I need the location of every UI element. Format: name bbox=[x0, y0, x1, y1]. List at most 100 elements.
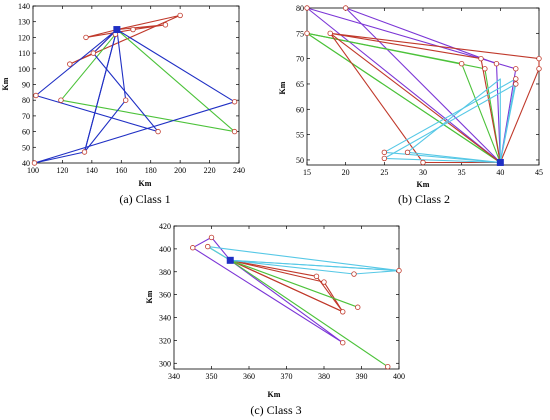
customer-node bbox=[482, 66, 488, 72]
customer-node bbox=[478, 55, 484, 62]
customer-node bbox=[513, 66, 519, 72]
customer-node bbox=[420, 159, 426, 166]
y-tick-label: 340 bbox=[159, 314, 171, 323]
customer-node bbox=[231, 128, 238, 135]
x-tick-label: 15 bbox=[303, 168, 311, 177]
customer-node bbox=[162, 22, 169, 28]
x-tick-label: 350 bbox=[206, 372, 218, 381]
y-tick-label: 100 bbox=[18, 65, 30, 74]
y-tick-label: 80 bbox=[296, 4, 304, 13]
customer-node bbox=[81, 149, 88, 155]
customer-node bbox=[205, 243, 211, 250]
customer-node bbox=[342, 5, 349, 11]
x-tick-label: 180 bbox=[145, 166, 157, 175]
customer-node bbox=[122, 97, 129, 103]
y-tick-label: 80 bbox=[22, 96, 30, 105]
route-line-red bbox=[329, 32, 501, 164]
x-axis-label-class-2: Km bbox=[417, 180, 430, 189]
customer-node bbox=[381, 149, 388, 156]
customer-node bbox=[340, 309, 346, 315]
x-tick-label: 140 bbox=[86, 166, 98, 175]
customer-node bbox=[404, 149, 411, 156]
depot-marker bbox=[496, 158, 504, 166]
y-axis-label-class-2: Km bbox=[278, 81, 287, 94]
x-tick-label: 390 bbox=[356, 372, 368, 381]
x-tick-label: 370 bbox=[281, 372, 293, 381]
route-line-blue bbox=[83, 29, 127, 153]
panel-class-3: 340 350 360 370 380 390 400 300 320 340 360 380 400 4… bbox=[145, 222, 405, 417]
y-tick-label: 55 bbox=[296, 131, 304, 140]
y-tick-label: 75 bbox=[296, 29, 304, 38]
x-tick-label: 200 bbox=[174, 166, 186, 175]
caption-class-2: (b) Class 2 bbox=[398, 192, 450, 206]
customer-node bbox=[304, 5, 310, 11]
customer-node bbox=[458, 61, 465, 67]
customer-node bbox=[321, 279, 327, 285]
panel-class-1: 100 120 140 160 180 200 220 240 40 50 60 70 80 90 100 1… bbox=[1, 2, 245, 206]
route-line-cyan bbox=[406, 78, 501, 164]
route-line-green bbox=[306, 32, 501, 163]
x-tick-label: 20 bbox=[342, 168, 350, 177]
customer-node bbox=[58, 97, 64, 103]
customer-node bbox=[340, 339, 346, 346]
y-tick-label: 70 bbox=[296, 55, 304, 64]
customer-node bbox=[31, 160, 38, 166]
customer-node bbox=[83, 34, 89, 41]
customer-node bbox=[208, 234, 215, 241]
customer-node bbox=[513, 81, 519, 87]
customer-node bbox=[536, 55, 542, 62]
x-tick-label: 30 bbox=[419, 168, 427, 177]
plot-area-class-3 bbox=[173, 225, 400, 370]
x-tick-label: 160 bbox=[115, 166, 127, 175]
route-line-red bbox=[329, 32, 540, 163]
customer-node bbox=[190, 245, 196, 251]
x-tick-label: 340 bbox=[168, 372, 180, 381]
customer-node bbox=[313, 273, 320, 280]
customer-node bbox=[33, 92, 39, 99]
caption-class-3: (c) Class 3 bbox=[250, 403, 301, 417]
y-tick-label: 380 bbox=[159, 268, 171, 277]
customer-node bbox=[231, 99, 238, 105]
y-tick-label: 140 bbox=[18, 2, 30, 11]
caption-class-1: (a) Class 1 bbox=[119, 192, 170, 206]
x-tick-label: 120 bbox=[56, 166, 68, 175]
customer-node bbox=[385, 364, 391, 370]
y-tick-label: 130 bbox=[18, 18, 30, 27]
customer-node bbox=[90, 50, 97, 56]
y-axis-label-class-1: Km bbox=[1, 77, 10, 90]
x-tick-label: 25 bbox=[380, 168, 388, 177]
customer-node bbox=[304, 30, 310, 37]
y-tick-label: 420 bbox=[159, 222, 171, 231]
route-line-purple bbox=[306, 7, 517, 163]
x-axis-label-class-1: Km bbox=[139, 179, 152, 188]
route-line-cyan bbox=[207, 246, 400, 272]
y-tick-label: 50 bbox=[22, 143, 30, 152]
route-line-red bbox=[230, 259, 344, 313]
y-tick-label: 400 bbox=[159, 245, 171, 254]
y-tick-label: 320 bbox=[159, 336, 171, 345]
depot-marker bbox=[113, 26, 121, 34]
depot-marker bbox=[226, 256, 234, 264]
customer-node bbox=[130, 26, 136, 33]
customer-node bbox=[396, 267, 402, 274]
x-tick-label: 400 bbox=[393, 372, 405, 381]
y-tick-label: 50 bbox=[296, 156, 304, 165]
y-tick-label: 120 bbox=[18, 33, 30, 42]
y-tick-label: 110 bbox=[18, 49, 30, 58]
route-line-purple bbox=[345, 7, 501, 163]
x-tick-label: 220 bbox=[204, 166, 216, 175]
y-tick-label: 300 bbox=[159, 359, 171, 368]
y-tick-label: 360 bbox=[159, 291, 171, 300]
route-line-cyan bbox=[383, 83, 517, 164]
customer-node bbox=[155, 128, 161, 135]
x-tick-label: 100 bbox=[27, 166, 39, 175]
customer-node bbox=[327, 30, 333, 37]
x-tick-label: 40 bbox=[496, 168, 504, 177]
x-tick-label: 240 bbox=[233, 166, 245, 175]
x-tick-label: 35 bbox=[458, 168, 466, 177]
plot-area-class-1 bbox=[32, 5, 240, 164]
x-tick-label: 45 bbox=[535, 168, 543, 177]
y-tick-label: 60 bbox=[22, 128, 30, 137]
customer-node bbox=[177, 12, 183, 19]
